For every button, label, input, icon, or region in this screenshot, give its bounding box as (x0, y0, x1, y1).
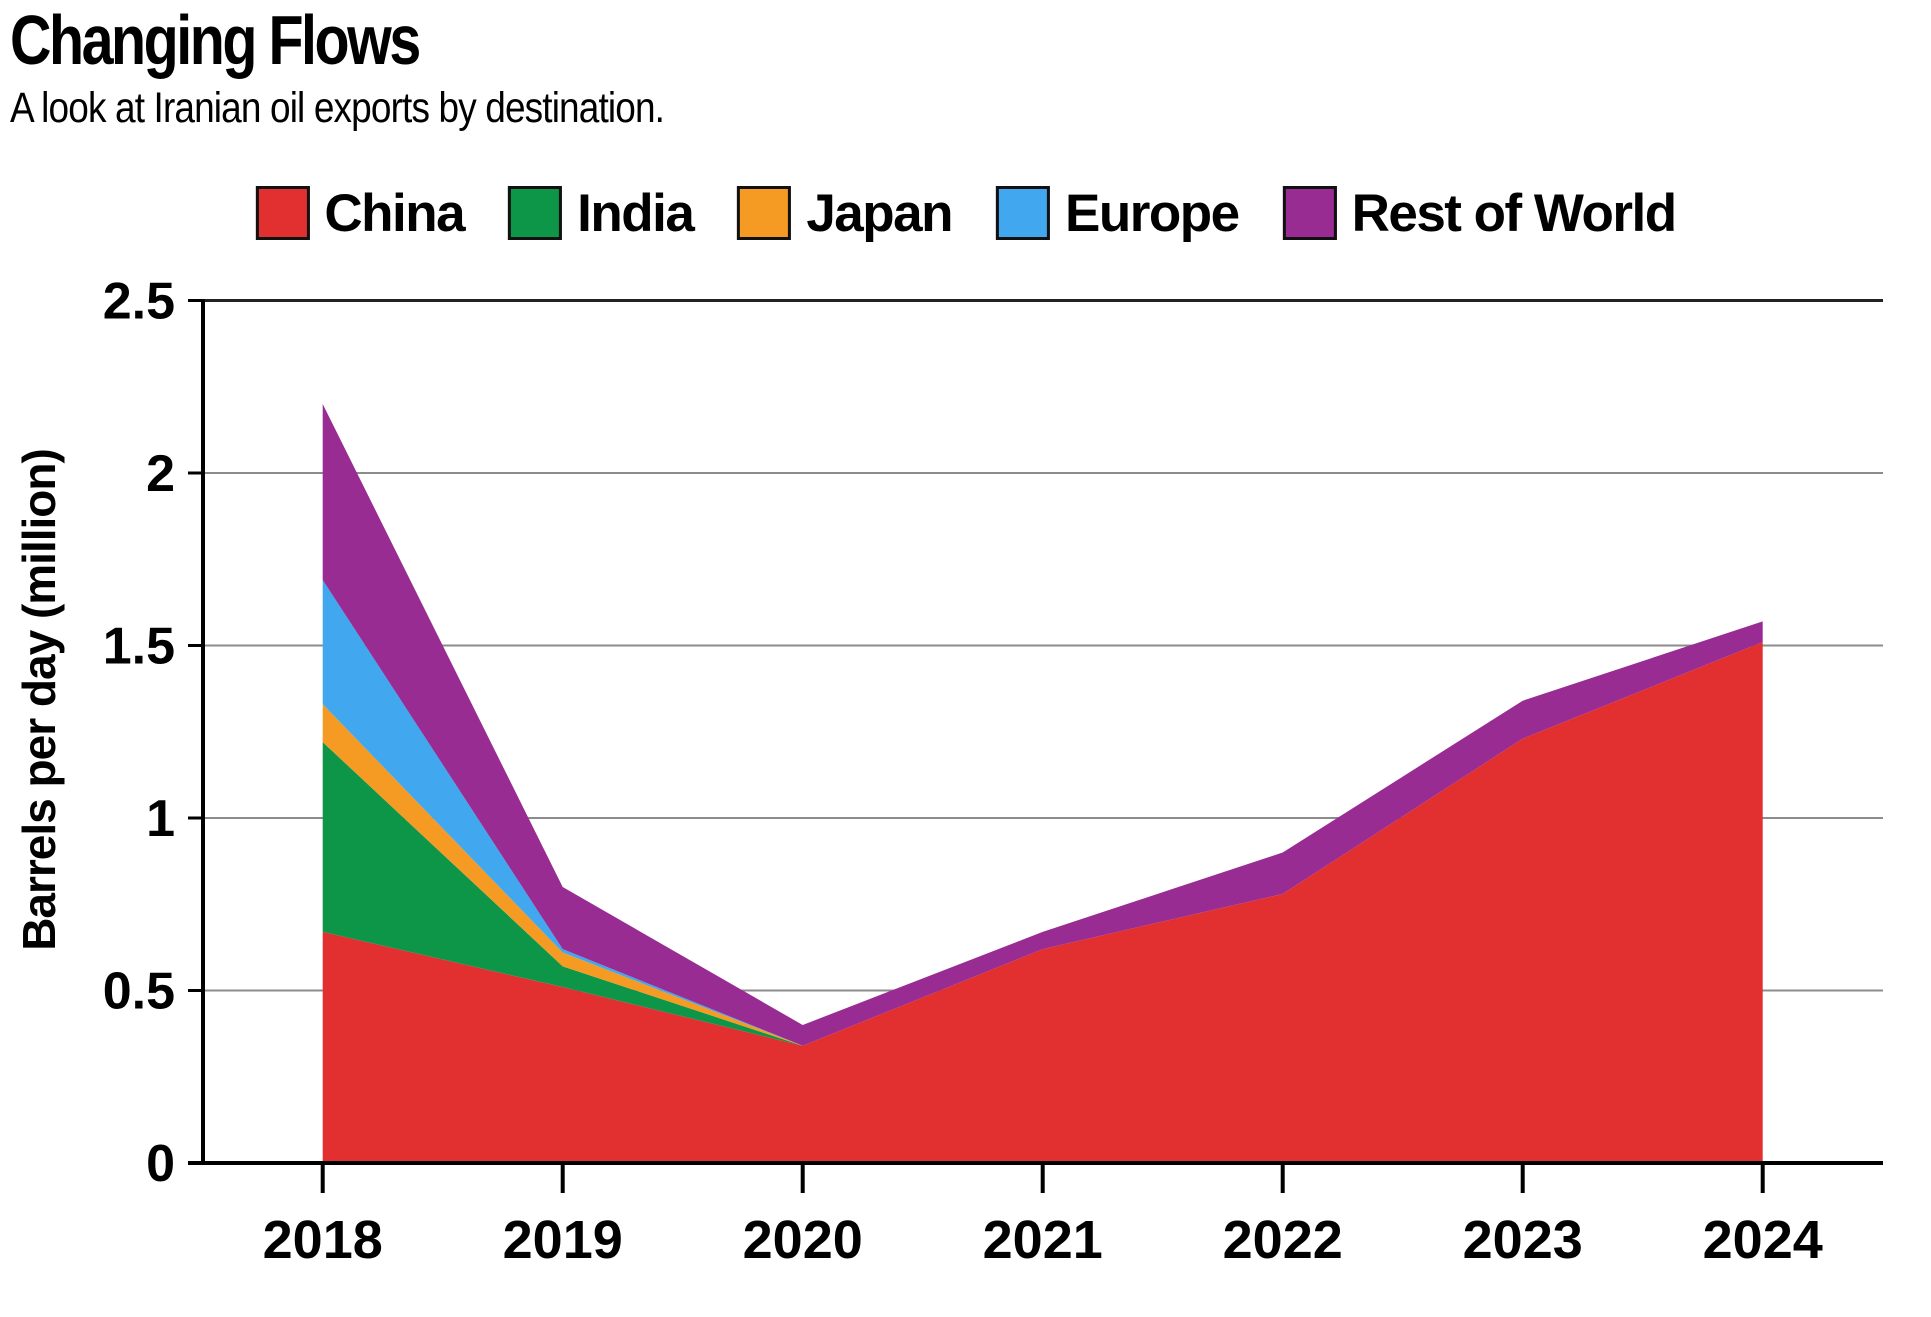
legend-swatch (737, 186, 792, 240)
chart-subtitle: A look at Iranian oil exports by destina… (10, 84, 665, 132)
legend-label: Europe (1065, 183, 1240, 243)
y-tick-label: 1 (146, 790, 175, 848)
y-axis-title: Barrels per day (million) (13, 449, 65, 951)
legend-label: Rest of World (1351, 183, 1678, 243)
y-tick-label: 2 (146, 445, 175, 503)
x-tick-label: 2024 (1703, 1210, 1823, 1270)
x-tick-label: 2022 (1223, 1210, 1343, 1270)
x-tick-label: 2023 (1463, 1210, 1583, 1270)
chart-title: Changing Flows (10, 1, 421, 79)
x-tick-label: 2021 (983, 1210, 1103, 1270)
legend-item-china: China (255, 183, 466, 243)
x-tick-label: 2020 (743, 1210, 863, 1270)
legend-swatch (508, 186, 563, 240)
legend-swatch (1282, 186, 1337, 240)
x-tick-label: 2018 (263, 1210, 383, 1270)
legend-item-europe: Europe (996, 183, 1240, 243)
legend-item-japan: Japan (737, 183, 953, 243)
y-tick-label: 0 (146, 1135, 175, 1193)
legend-label: Japan (806, 183, 953, 243)
legend-item-rest-of-world: Rest of World (1282, 183, 1678, 243)
y-tick-label: 1.5 (103, 618, 175, 676)
x-tick-label: 2019 (503, 1210, 623, 1270)
y-tick-label: 0.5 (103, 963, 175, 1021)
y-tick-label: 2.5 (103, 273, 175, 331)
area-china (322, 642, 1763, 1163)
legend-label: India (577, 183, 695, 243)
legend: China India Japan Europe Rest of World (255, 183, 1678, 243)
legend-swatch (996, 186, 1050, 240)
legend-swatch (255, 186, 310, 240)
legend-item-india: India (508, 183, 695, 243)
legend-label: China (324, 183, 465, 243)
